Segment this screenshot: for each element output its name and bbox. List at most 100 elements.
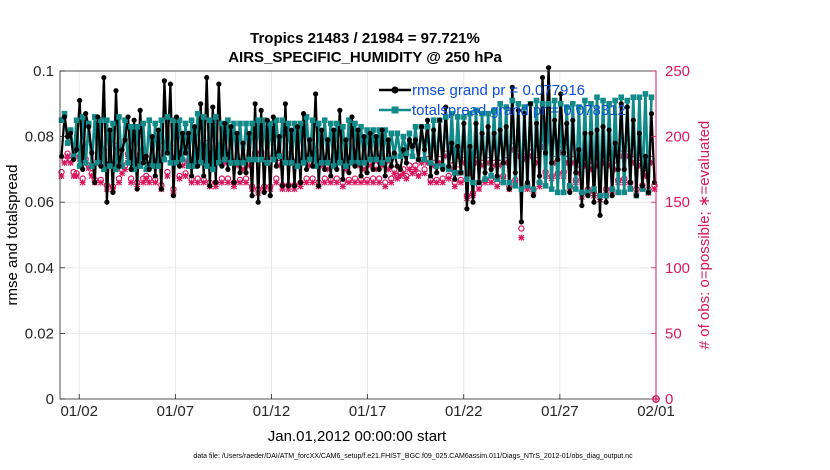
obs-evaluated-marker bbox=[97, 179, 104, 186]
obs-evaluated-marker bbox=[397, 172, 404, 179]
totalspread-marker bbox=[213, 114, 219, 120]
obs-evaluated-marker bbox=[403, 175, 410, 182]
totalspread-marker bbox=[391, 153, 398, 160]
rmse-marker bbox=[512, 170, 518, 176]
rmse-marker bbox=[627, 179, 633, 186]
rmse-marker bbox=[319, 127, 325, 133]
totalspread-marker bbox=[448, 110, 455, 117]
obs-evaluated-marker bbox=[551, 159, 558, 166]
rmse-marker bbox=[161, 78, 167, 84]
obs-evaluated-marker bbox=[218, 179, 225, 186]
totalspread-marker bbox=[237, 120, 243, 127]
totalspread-marker bbox=[264, 160, 271, 166]
totalspread-marker bbox=[179, 156, 186, 163]
rmse-marker bbox=[400, 147, 406, 153]
totalspread-marker bbox=[161, 156, 168, 163]
obs-evaluated-marker bbox=[482, 179, 489, 186]
totalspread-marker bbox=[61, 110, 68, 117]
obs-evaluated-marker bbox=[494, 183, 501, 190]
rmse-marker bbox=[642, 153, 649, 159]
rmse-marker bbox=[388, 163, 394, 169]
totalspread-marker bbox=[642, 91, 649, 97]
obs-evaluated-marker bbox=[246, 162, 253, 169]
y-tick-label: 0.08 bbox=[25, 129, 54, 146]
obs-evaluated-marker bbox=[88, 172, 95, 179]
y-tick-label: 0.06 bbox=[25, 194, 54, 211]
totalspread-marker bbox=[518, 186, 525, 192]
obs-evaluated-marker bbox=[409, 170, 416, 177]
rmse-marker bbox=[424, 117, 431, 123]
totalspread-marker bbox=[497, 101, 503, 107]
totalspread-marker bbox=[206, 117, 213, 123]
totalspread-marker bbox=[91, 114, 98, 120]
totalspread-marker bbox=[591, 186, 597, 192]
rmse-marker bbox=[155, 127, 161, 133]
totalspread-marker bbox=[261, 117, 268, 123]
totalspread-marker bbox=[194, 110, 201, 117]
rmse-marker bbox=[128, 166, 134, 172]
rmse-marker bbox=[325, 137, 331, 143]
rmse-marker bbox=[452, 176, 458, 182]
y-axis-label: rmse and totalspread bbox=[4, 165, 21, 306]
totalspread-marker bbox=[216, 160, 222, 166]
obs-evaluated-marker bbox=[445, 175, 452, 182]
rmse-marker bbox=[340, 176, 346, 182]
totalspread-marker bbox=[137, 163, 143, 169]
totalspread-marker bbox=[609, 186, 615, 192]
obs-evaluated-marker bbox=[361, 166, 368, 173]
obs-evaluated-marker bbox=[475, 186, 483, 193]
totalspread-marker bbox=[318, 160, 325, 166]
rmse-marker bbox=[288, 127, 295, 133]
rmse-marker bbox=[355, 127, 361, 133]
totalspread-marker bbox=[173, 160, 180, 166]
totalspread-marker bbox=[104, 117, 110, 123]
rmse-marker bbox=[615, 166, 621, 172]
obs-evaluated-marker bbox=[279, 186, 286, 193]
totalspread-marker bbox=[158, 117, 165, 123]
totalspread-marker bbox=[379, 160, 386, 166]
obs-evaluated-marker bbox=[442, 153, 449, 160]
obs-evaluated-marker bbox=[358, 179, 365, 186]
rmse-marker bbox=[252, 101, 258, 107]
totalspread-marker bbox=[276, 153, 283, 160]
rmse-marker bbox=[612, 140, 618, 146]
totalspread-marker bbox=[203, 163, 210, 169]
totalspread-marker bbox=[113, 166, 119, 173]
rmse-marker bbox=[476, 179, 482, 186]
obs-evaluated-marker bbox=[73, 172, 80, 179]
obs-possible-marker bbox=[518, 225, 525, 232]
totalspread-marker bbox=[530, 186, 537, 192]
rmse-marker bbox=[267, 193, 273, 199]
obs-evaluated-marker bbox=[418, 159, 425, 166]
rmse-marker bbox=[470, 199, 476, 205]
axes: 01/02 01/07 01/12 01/17 01/22 01/27 02/0100.02… bbox=[25, 63, 690, 420]
obs-evaluated-marker bbox=[140, 179, 147, 186]
totalspread-marker bbox=[430, 117, 437, 123]
totalspread-marker bbox=[209, 166, 216, 173]
rmse-marker bbox=[95, 114, 101, 120]
rmse-marker bbox=[303, 166, 310, 172]
totalspread-marker bbox=[597, 192, 603, 199]
totalspread-marker bbox=[255, 117, 261, 123]
totalspread-marker bbox=[279, 117, 286, 123]
x-tick-label: 01/02 bbox=[60, 403, 98, 420]
obs-evaluated-marker bbox=[536, 183, 543, 190]
data-file-footer: data file: /Users/raeder/DAI/ATM_forcXX/… bbox=[193, 453, 633, 460]
totalspread-marker bbox=[509, 97, 516, 104]
totalspread-marker bbox=[225, 117, 231, 123]
totalspread-marker bbox=[140, 120, 146, 127]
line-series bbox=[58, 65, 658, 225]
totalspread-marker bbox=[503, 104, 510, 110]
rmse-marker bbox=[164, 150, 171, 156]
rmse-marker bbox=[61, 114, 68, 120]
totalspread-marker bbox=[352, 120, 358, 127]
obs-evaluated-marker bbox=[412, 166, 419, 173]
obs-evaluated-marker bbox=[581, 162, 588, 169]
rmse-marker bbox=[603, 199, 609, 205]
totalspread-marker bbox=[330, 163, 337, 169]
totalspread-marker bbox=[167, 160, 174, 166]
totalspread-marker bbox=[243, 120, 249, 127]
obs-evaluated-marker bbox=[367, 162, 374, 169]
rmse-marker bbox=[331, 127, 337, 133]
totalspread-marker bbox=[464, 176, 470, 183]
